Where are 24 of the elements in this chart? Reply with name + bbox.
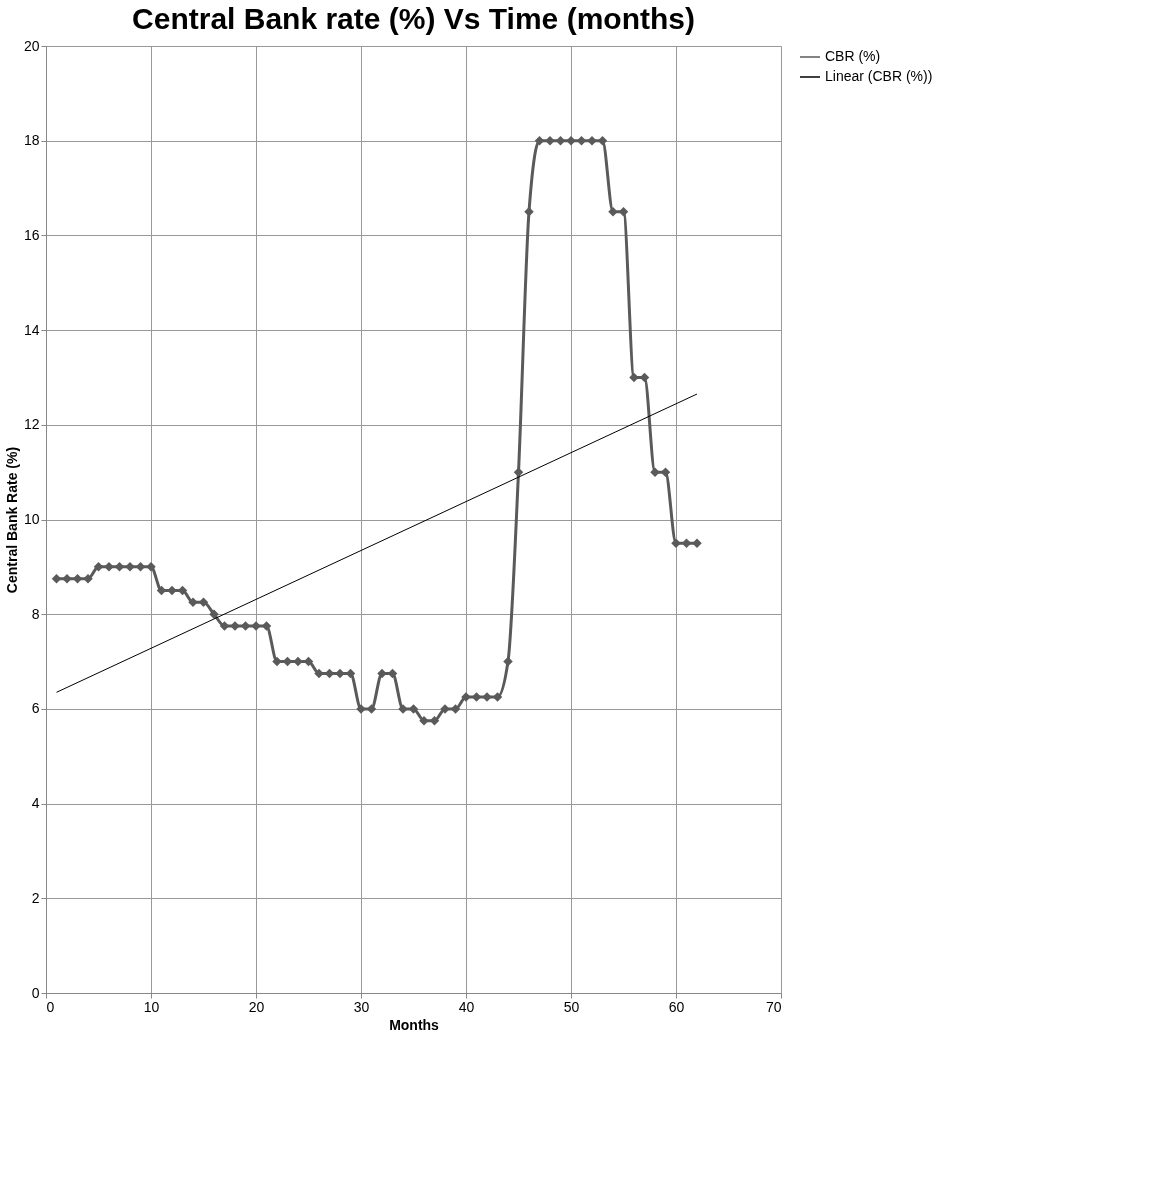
x-tick-label: 50 (563, 998, 580, 1015)
chart-title: Central Bank rate (%) Vs Time (months) (132, 2, 695, 35)
x-tick-label: 30 (353, 998, 370, 1015)
x-tick-label: 60 (668, 998, 685, 1015)
y-tick-label: 8 (31, 605, 40, 622)
y-tick-label: 6 (31, 700, 40, 717)
y-tick-label: 14 (23, 321, 40, 338)
y-tick-label: 18 (23, 132, 40, 149)
x-tick-label: 70 (765, 998, 782, 1015)
y-tick-label: 16 (23, 226, 40, 243)
y-tick-label: 2 (31, 889, 40, 906)
x-tick-label: 20 (248, 998, 265, 1015)
y-axis-title: Central Bank Rate (%) (3, 446, 20, 594)
legend-label: CBR (%) (825, 48, 881, 64)
x-tick-label: 10 (143, 998, 160, 1015)
y-tick-label: 10 (23, 511, 40, 527)
y-tick-label: 20 (23, 37, 40, 54)
y-tick-label: 0 (31, 984, 40, 1001)
y-tick-label: 12 (23, 416, 40, 433)
x-tick-label: 40 (458, 998, 475, 1015)
x-tick-label: 0 (46, 998, 55, 1015)
legend-label: Linear (CBR (%)) (825, 68, 933, 84)
x-axis-title: Months (389, 1016, 440, 1033)
y-tick-label: 4 (31, 795, 40, 812)
